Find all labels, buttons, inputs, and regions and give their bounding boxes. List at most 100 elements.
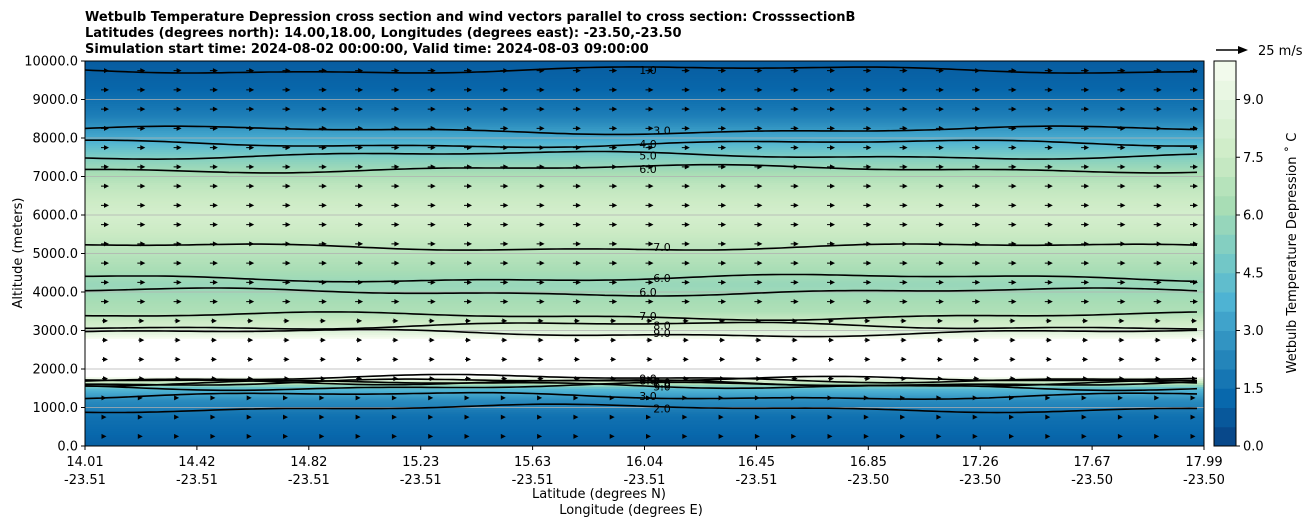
contour-band — [85, 232, 1204, 235]
wind-vector-head — [1120, 68, 1126, 74]
wind-vector-head — [212, 299, 218, 305]
wind-vector-head — [1011, 202, 1017, 208]
contour-band — [85, 189, 1204, 193]
wind-vector-head — [1155, 337, 1161, 343]
wind-vector-head — [1084, 202, 1090, 208]
wind-vector-head — [793, 125, 799, 131]
contour-band — [85, 74, 1204, 78]
wind-vector-head — [467, 68, 472, 74]
colorbar-segment — [1214, 80, 1236, 100]
contour-band — [85, 413, 1204, 416]
wind-vector-head — [174, 395, 180, 401]
chart-title-line-1: Wetbulb Temperature Depression cross sec… — [85, 10, 855, 25]
contour-band — [85, 103, 1204, 106]
wind-vector-head — [937, 337, 943, 343]
wind-vector-head — [430, 202, 436, 208]
wind-vector-head — [175, 356, 181, 362]
wind-vector-head — [104, 202, 109, 208]
wind-vector-head — [756, 356, 762, 362]
wind-vector-head — [757, 106, 763, 112]
wind-vector-head — [611, 337, 617, 343]
wind-vector-head — [682, 414, 688, 420]
x-axis-label: Latitude (degrees N) — [532, 487, 666, 502]
wind-vector-head — [575, 87, 581, 93]
contour-band — [85, 176, 1204, 180]
wind-vector-head — [394, 68, 400, 74]
wind-vector-head — [612, 145, 618, 151]
wind-vector-head — [575, 68, 581, 74]
contour-band — [85, 222, 1204, 226]
wind-vector-head — [865, 376, 871, 382]
wind-vector-head — [357, 356, 363, 362]
contour-label: 8.0 — [653, 320, 671, 333]
contour-band — [85, 280, 1204, 283]
wind-vector-head — [1120, 202, 1126, 208]
wind-vector-head — [211, 356, 217, 362]
wind-vector-head — [829, 337, 834, 343]
wind-vector-head — [355, 414, 361, 420]
contour-band — [85, 432, 1204, 436]
contour-band — [85, 276, 1204, 280]
contour-band — [85, 87, 1204, 91]
wind-vector-head — [830, 260, 835, 266]
wind-vector-head — [321, 241, 327, 247]
wind-vector-head — [321, 260, 327, 266]
wind-vector-head — [538, 337, 544, 343]
wind-vector-head — [467, 164, 472, 170]
colorbar-tick-label: 9.0 — [1243, 93, 1264, 108]
contour-band — [85, 428, 1204, 432]
colorbar-segment — [1214, 311, 1236, 331]
wind-vector-head — [684, 222, 690, 228]
wind-vector-head — [791, 414, 797, 420]
wind-vector-head — [830, 222, 835, 228]
contour-band — [85, 424, 1204, 428]
wind-vector-head — [537, 414, 543, 420]
wind-vector-head — [757, 164, 763, 170]
wind-vector-head — [249, 222, 255, 228]
wind-vector-head — [574, 318, 580, 324]
wind-vector-head — [1047, 222, 1053, 228]
contour-band — [85, 436, 1204, 439]
contour-label: 9.0 — [653, 327, 671, 340]
wind-vector-head — [757, 87, 763, 93]
wind-vector-head — [104, 164, 109, 170]
x-axis-label-2: Longitude (degrees E) — [559, 503, 703, 518]
contour-label: 3.0 — [653, 124, 671, 137]
wind-vector-head — [866, 145, 872, 151]
contour-band — [85, 218, 1204, 222]
contour-band — [85, 263, 1204, 266]
wind-vector-head — [1011, 164, 1017, 170]
wind-vector-head — [249, 125, 255, 131]
wind-vector-head — [429, 376, 435, 382]
contour-band — [85, 126, 1204, 129]
wind-vector-head — [140, 183, 146, 189]
wind-vector-head — [974, 318, 980, 324]
y-tick-label: 6000.0 — [33, 209, 79, 224]
contour-band — [85, 295, 1204, 299]
x-tick-label-lon: -23.51 — [400, 473, 442, 488]
contour-label: 5.0 — [639, 149, 657, 162]
wind-vector-head — [648, 222, 654, 228]
wind-vector-head — [754, 433, 760, 439]
wind-vector-head — [648, 125, 654, 131]
wind-vector-head — [648, 260, 654, 266]
wind-vector-head — [902, 279, 908, 285]
wind-vector-head — [972, 414, 978, 420]
x-tick-label-lat: 17.67 — [1073, 455, 1110, 470]
wind-vector-head — [137, 395, 143, 401]
wind-vector-head — [175, 318, 181, 324]
wind-vector-head — [936, 414, 942, 420]
wind-vector-head — [140, 222, 146, 228]
wind-vector-head — [718, 433, 724, 439]
wind-vector-head — [249, 145, 255, 151]
wind-vector-head — [1155, 376, 1161, 382]
wind-vector-head — [176, 125, 182, 131]
x-tick-label-lon: -23.50 — [1071, 473, 1113, 488]
wind-vector-head — [721, 241, 727, 247]
wind-vector-head — [827, 395, 833, 401]
wind-vector-head — [101, 414, 107, 420]
y-tick-label: 7000.0 — [33, 170, 79, 185]
wind-vector-head — [1190, 395, 1196, 401]
contour-band — [85, 243, 1204, 247]
contour-label: 9.0 — [639, 373, 657, 386]
